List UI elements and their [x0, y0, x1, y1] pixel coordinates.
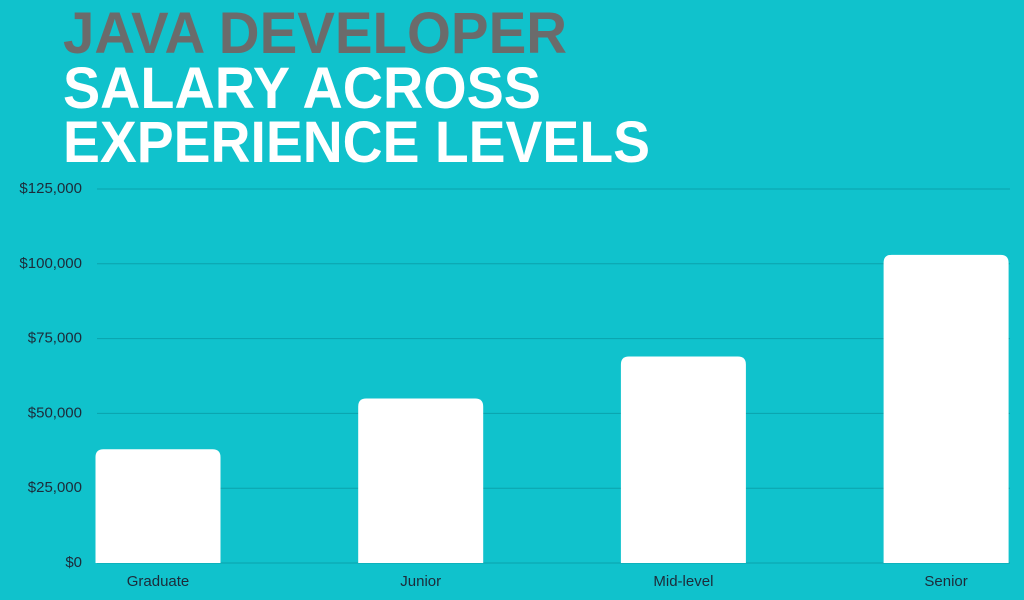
y-tick-label: $125,000: [19, 180, 82, 197]
x-tick-label: Mid-level: [653, 573, 713, 590]
bar: [883, 254, 1009, 563]
y-tick-label: $75,000: [28, 330, 82, 347]
x-tick-label: Senior: [924, 573, 967, 590]
y-tick-label: $25,000: [28, 479, 82, 496]
y-tick-label: $0: [65, 554, 82, 571]
y-tick-label: $50,000: [28, 404, 82, 421]
bar: [95, 449, 221, 563]
x-tick-label: Junior: [400, 573, 441, 590]
chart-title: EXPERIENCE LEVELS: [63, 110, 650, 175]
chart-title: JAVA DEVELOPER: [63, 1, 567, 66]
bar: [620, 356, 746, 563]
chart-title: SALARY ACROSS: [63, 56, 541, 121]
y-tick-label: $100,000: [19, 255, 82, 272]
bar: [358, 398, 484, 563]
x-tick-label: Graduate: [127, 573, 190, 590]
